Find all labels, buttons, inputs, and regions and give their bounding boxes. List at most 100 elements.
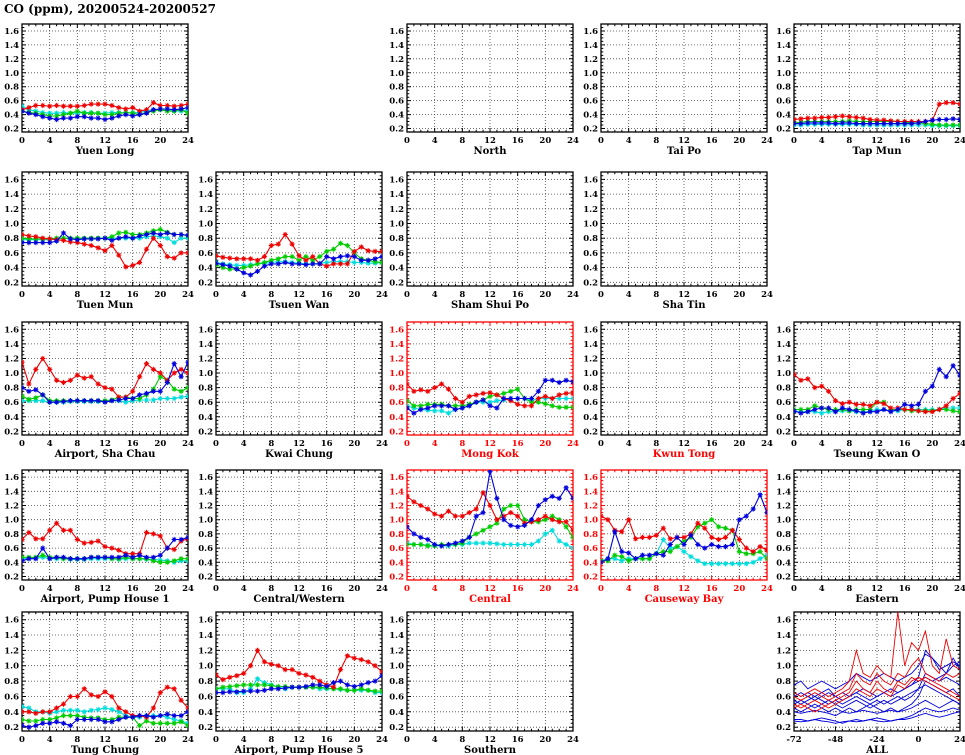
chart-kwai-chung: 0.2 0.4 0.6 0.8 1.0 1.2 1.4 1.6 0 4 8 12 16 20 24 Kwai … [198, 321, 388, 460]
x-tick-label: 16 [321, 439, 333, 449]
y-tick-label: 1.4 [4, 631, 19, 641]
chart-kwun-tong: 0.2 0.4 0.6 0.8 1.0 1.2 1.4 1.6 0 4 8 12 16 20 24 Kwun … [583, 321, 773, 460]
y-tick-label: 1.6 [4, 325, 19, 335]
y-tick-label: 0.8 [776, 384, 791, 394]
y-tick-label: 1.6 [776, 616, 791, 626]
x-tick-label: 8 [459, 290, 465, 300]
y-tick-label: 0.6 [4, 398, 19, 408]
x-tick-label: 12 [293, 439, 305, 449]
chart-title: Tung Chung [71, 745, 139, 755]
x-tick-label: 0 [598, 290, 604, 300]
y-tick-label: 1.0 [4, 69, 19, 79]
x-tick-label: 8 [459, 136, 465, 146]
y-tick-label: 0.8 [4, 234, 19, 244]
x-tick-label: 20 [154, 290, 166, 300]
grid-lines [601, 470, 767, 580]
chart-causeway-bay: 0.2 0.4 0.6 0.8 1.0 1.2 1.4 1.6 0 4 8 12 16 20 24 Cause… [583, 469, 773, 605]
x-tick-label: 4 [47, 439, 53, 449]
x-tick-label: 24 [376, 439, 388, 449]
y-tick-label: 1.2 [4, 501, 19, 511]
series-markers-red [22, 520, 188, 557]
plot-frame [21, 611, 189, 732]
y-tick-label: 0.8 [389, 530, 404, 540]
chart-title: Airport, Pump House 5 [233, 745, 363, 755]
plot-frame [21, 321, 189, 436]
series-markers-blue [601, 492, 767, 565]
chart-tap-mun: 0.2 0.4 0.6 0.8 1.0 1.2 1.4 1.6 0 4 8 12 16 20 24 Tap M… [776, 23, 965, 157]
y-tick-label: 1.2 [4, 646, 19, 656]
y-tick-label: 0.6 [4, 97, 19, 107]
x-tick-label: 24 [761, 136, 773, 146]
x-tick-label: -48 [828, 735, 843, 745]
y-tick-label: 1.2 [583, 501, 598, 511]
y-tick-label: 0.4 [389, 264, 404, 274]
y-tick-label: 1.0 [389, 662, 404, 672]
x-tick-label: 20 [926, 584, 938, 594]
y-tick-label: 1.6 [4, 616, 19, 626]
chart-central-western: 0.2 0.4 0.6 0.8 1.0 1.2 1.4 1.6 0 4 8 12 16 20 24 Centr… [198, 469, 388, 605]
y-tick-label: 0.2 [583, 125, 598, 135]
chart-title: Tap Mun [852, 146, 902, 157]
chart-title: Airport, Sha Chau [54, 449, 156, 460]
y-tick-label: 0.8 [198, 234, 213, 244]
y-tick-label: 0.8 [389, 83, 404, 93]
y-tick-label: 1.2 [583, 354, 598, 364]
grid-lines [216, 612, 382, 731]
x-tick-label: 16 [321, 290, 333, 300]
x-tick-label: 12 [678, 290, 690, 300]
x-tick-label: -24 [869, 735, 884, 745]
series-line-red-4 [794, 676, 960, 709]
x-tick-label: 8 [459, 735, 465, 745]
series-markers-red [794, 100, 960, 125]
x-tick-label: 0 [791, 584, 797, 594]
x-tick-label: 4 [432, 439, 438, 449]
y-tick-label: 1.4 [583, 41, 598, 51]
y-tick-label: 0.4 [4, 558, 19, 568]
series-markers-blue [22, 105, 188, 123]
x-tick-label: 24 [761, 584, 773, 594]
x-tick-label: 0 [404, 290, 410, 300]
chart-title: Tseung Kwan O [834, 449, 921, 460]
y-tick-label: 0.2 [198, 572, 213, 582]
x-tick-label: 16 [127, 136, 139, 146]
x-tick-label: 16 [321, 584, 333, 594]
y-tick-label: 0.4 [198, 413, 213, 423]
y-tick-label: 0.6 [198, 398, 213, 408]
x-tick-label: 8 [653, 290, 659, 300]
y-tick-label: 0.4 [776, 708, 791, 718]
x-tick-label: 0 [19, 439, 25, 449]
x-tick-label: 8 [268, 439, 274, 449]
plot-frame [21, 23, 189, 133]
x-tick-label: 4 [432, 735, 438, 745]
y-tick-label: 1.0 [583, 69, 598, 79]
y-tick-label: 0.6 [389, 249, 404, 259]
x-tick-label: 16 [127, 735, 139, 745]
y-tick-label: 1.6 [4, 27, 19, 37]
plot-frame [793, 469, 961, 581]
x-tick-label: 24 [954, 584, 965, 594]
x-tick-label: 0 [404, 735, 410, 745]
chart-title: Yuen Long [75, 146, 135, 157]
x-tick-label: 12 [293, 735, 305, 745]
axis-ticks [406, 611, 574, 732]
chart-southern: 0.2 0.4 0.6 0.8 1.0 1.2 1.4 1.6 0 4 8 12 16 20 24 South… [389, 611, 579, 755]
y-tick-label: 1.0 [583, 369, 598, 379]
chart-title: ALL [865, 745, 888, 755]
x-tick-label: 16 [512, 439, 524, 449]
grid-lines [794, 470, 960, 580]
x-tick-label: 24 [761, 439, 773, 449]
chart-all: 0.2 0.4 0.6 0.8 1.0 1.2 1.4 1.6 -72 -48 -24 0 24 ALL [776, 611, 965, 755]
y-tick-label: 1.6 [583, 175, 598, 185]
chart-tseung-kwan-o: 0.2 0.4 0.6 0.8 1.0 1.2 1.4 1.6 0 4 8 12 16 20 24 Tseun… [776, 321, 965, 460]
series-markers-red [22, 100, 188, 114]
y-tick-label: 1.4 [4, 487, 19, 497]
x-tick-label: 12 [871, 584, 883, 594]
y-tick-label: 0.6 [198, 544, 213, 554]
x-tick-label: 8 [74, 136, 80, 146]
x-tick-label: 24 [182, 290, 194, 300]
chart-title: Kwai Chung [265, 449, 333, 460]
chart-title: Central [469, 594, 511, 605]
y-tick-label: 0.4 [198, 264, 213, 274]
grid-lines [601, 322, 767, 435]
x-tick-label: 12 [293, 290, 305, 300]
